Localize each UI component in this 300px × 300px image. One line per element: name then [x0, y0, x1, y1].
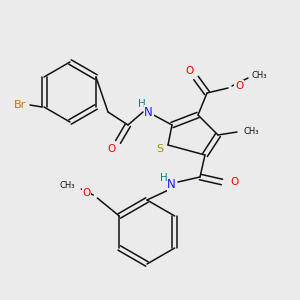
Text: H: H	[160, 173, 168, 183]
Text: O: O	[82, 188, 90, 198]
Text: CH₃: CH₃	[252, 71, 268, 80]
Text: CH₃: CH₃	[243, 128, 259, 136]
Text: O: O	[186, 66, 194, 76]
Text: N: N	[144, 106, 153, 118]
Text: S: S	[156, 144, 164, 154]
Text: Br: Br	[14, 100, 26, 110]
Text: N: N	[167, 178, 176, 191]
Text: O: O	[108, 144, 116, 154]
Text: O: O	[235, 81, 243, 91]
Text: CH₃: CH₃	[60, 182, 75, 190]
Text: O: O	[230, 177, 238, 187]
Text: H: H	[138, 99, 146, 109]
